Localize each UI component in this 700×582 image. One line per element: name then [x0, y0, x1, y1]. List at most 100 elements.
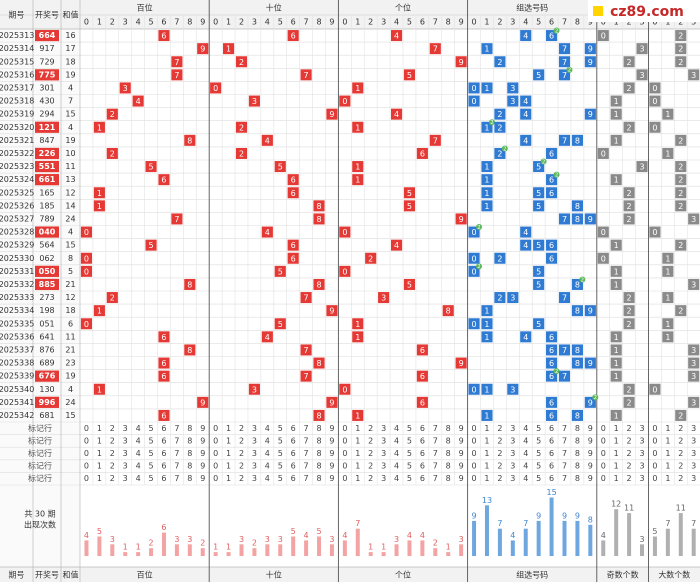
position-marker [274, 265, 286, 277]
odd-marker [610, 357, 622, 369]
mark-digit: 2 [368, 462, 373, 471]
count-bar [497, 528, 502, 556]
group-marker-text: 4 [523, 241, 528, 250]
group-marker [481, 331, 493, 343]
odd-marker [636, 69, 648, 81]
draw-number: 689 [39, 359, 54, 368]
mark-digit: 8 [446, 462, 451, 471]
position-marker [93, 383, 105, 395]
number-highlight [35, 226, 59, 238]
repeat-badge-text: 2 [568, 68, 571, 74]
count-label: 4 [601, 531, 606, 540]
odd-marker [623, 305, 635, 317]
group-marker [520, 134, 532, 146]
big-marker-text: 1 [665, 333, 670, 342]
position-marker-text: 7 [174, 58, 179, 67]
group-marker [546, 370, 558, 382]
number-highlight [35, 147, 59, 160]
stats-title: 出现次数 [24, 520, 56, 530]
position-marker-text: 7 [433, 136, 438, 145]
group-marker-text: 1 [484, 163, 489, 172]
header-cell: 和值 [63, 10, 79, 20]
group-marker-text: 8 [575, 346, 580, 355]
big-marker-text: 2 [678, 136, 683, 145]
count-bar [213, 552, 218, 556]
position-marker [93, 187, 105, 199]
big-marker [675, 200, 687, 212]
mark-digit: 0 [84, 462, 89, 471]
draw-number: 165 [39, 188, 54, 197]
odd-marker [610, 108, 622, 120]
issue: 2025333 [0, 293, 34, 302]
mark-digit: 0 [652, 436, 657, 445]
group-marker [533, 318, 545, 330]
draw-number: 681 [39, 411, 54, 420]
sum: 12 [65, 293, 75, 302]
big-marker [662, 292, 674, 304]
group-marker-text: 9 [588, 45, 593, 54]
count-label: 1 [213, 543, 218, 552]
sum: 6 [68, 319, 73, 328]
sum: 18 [65, 57, 75, 66]
digit-header: 6 [420, 18, 425, 27]
mark-digit: 5 [536, 474, 541, 483]
position-marker [313, 357, 325, 369]
mark-digit: 5 [536, 449, 541, 458]
group-marker [546, 187, 558, 199]
repeat-badge [592, 394, 599, 401]
odd-marker [623, 383, 635, 395]
count-bar [123, 552, 128, 556]
mark-digit: 3 [381, 436, 386, 445]
big-marker-text: 2 [678, 45, 683, 54]
draw-number: 198 [39, 306, 54, 315]
position-marker [145, 161, 157, 173]
big-marker-text: 0 [652, 97, 657, 106]
position-marker-text: 2 [110, 110, 115, 119]
mark-digit: 3 [639, 436, 644, 445]
mark-digit: 9 [329, 449, 334, 458]
count-label: 3 [394, 535, 399, 544]
position-marker-text: 8 [316, 215, 321, 224]
big-marker-text: 1 [665, 320, 670, 329]
group-marker [494, 56, 506, 68]
count-bar [97, 536, 102, 556]
group-marker [533, 161, 545, 173]
big-marker-text: 2 [678, 58, 683, 67]
position-marker [261, 134, 273, 146]
mark-digit: 3 [381, 424, 386, 433]
mark-row-label: 标记行 [28, 448, 52, 458]
mark-digit: 2 [497, 474, 502, 483]
mark-digit: 6 [161, 462, 166, 471]
mark-digit: 9 [588, 424, 593, 433]
mark-digit: 8 [446, 424, 451, 433]
group-marker [546, 331, 558, 343]
count-label: 2 [433, 539, 438, 548]
digit-header: 1 [484, 18, 489, 27]
mark-digit: 8 [575, 462, 580, 471]
mark-digit: 2 [239, 449, 244, 458]
mark-digit: 7 [304, 462, 309, 471]
odd-marker-text: 3 [639, 45, 644, 54]
group-footer: 百位 [137, 570, 153, 580]
position-marker-text: 1 [97, 202, 102, 211]
position-marker [455, 213, 467, 225]
big-marker [675, 30, 687, 42]
count-bar [84, 540, 89, 556]
count-bar [640, 544, 645, 556]
stats-title: 共 30 期 [24, 510, 55, 519]
draw-number: 130 [39, 385, 54, 394]
issue: 2025323 [0, 162, 34, 171]
big-marker-text: 3 [691, 359, 696, 368]
position-marker [339, 383, 351, 395]
group-marker-text: 7 [562, 372, 567, 381]
issue: 2025313 [0, 31, 34, 40]
position-marker [248, 383, 260, 395]
header-cell: 期号 [9, 11, 25, 20]
position-marker [313, 278, 325, 290]
count-label: 3 [278, 535, 283, 544]
mark-digit: 1 [665, 462, 670, 471]
mark-digit: 1 [355, 462, 360, 471]
mark-digit: 7 [562, 474, 567, 483]
mark-digit: 2 [678, 474, 683, 483]
sum: 4 [68, 83, 73, 92]
